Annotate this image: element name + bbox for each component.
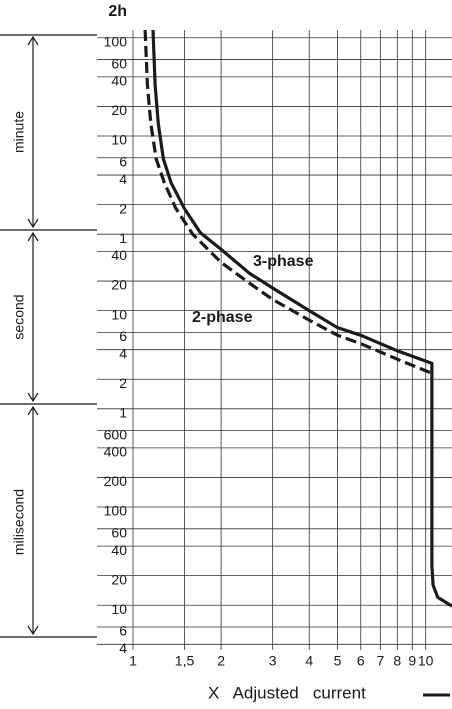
y-tick-label: 2 <box>119 200 127 216</box>
y-tick-label: 20 <box>111 102 127 118</box>
y-tick-label: 10 <box>111 306 127 322</box>
y-tick-label: 4 <box>119 640 127 656</box>
y-tick-label: 10 <box>111 132 127 148</box>
section-label: second <box>11 294 27 339</box>
curve <box>151 29 452 608</box>
y-tick-label: 20 <box>111 571 127 587</box>
x-tick-label: 6 <box>357 653 365 669</box>
x-tick-label: 8 <box>393 653 401 669</box>
x-tick-label: 2 <box>217 653 225 669</box>
x-tick-label: 3 <box>269 653 277 669</box>
y-tick-label: 20 <box>111 277 127 293</box>
section-label: minute <box>11 111 27 153</box>
y-tick-label: 6 <box>119 623 127 639</box>
x-tick-label: 1,5 <box>175 653 195 669</box>
y-tick-label: 60 <box>111 525 127 541</box>
x-tick-label: 1 <box>129 653 137 669</box>
x-tick-label: 5 <box>334 653 342 669</box>
y-tick-label: 4 <box>119 171 127 187</box>
y-tick-label: 40 <box>111 542 127 558</box>
y-tick-label: 40 <box>111 247 127 263</box>
y-tick-label: 600 <box>104 426 128 442</box>
y-tick-label: 100 <box>104 503 128 519</box>
y-tick-label: 10 <box>111 601 127 617</box>
y-tick-label: 400 <box>104 444 128 460</box>
section-label: milisecond <box>11 489 27 555</box>
y-tick-label: 100 <box>104 33 128 49</box>
x-tick-label: 9 <box>408 653 416 669</box>
y-tick-label: 6 <box>119 153 127 169</box>
y-tick-label: 2 <box>119 375 127 391</box>
y-tick-label: 60 <box>111 55 127 71</box>
y-tick-label: 4 <box>119 345 127 361</box>
y-tick-label: 40 <box>111 73 127 89</box>
x-tick-label: 10 <box>418 653 434 669</box>
x-tick-label: 7 <box>376 653 384 669</box>
x-axis-label: X Adjusted current <box>208 683 366 702</box>
y-tick-label: 2h <box>108 3 127 20</box>
x-tick-label: 4 <box>305 653 313 669</box>
y-tick-label: 6 <box>119 328 127 344</box>
series-label: 3-phase <box>253 253 314 270</box>
y-tick-label: 1 <box>119 230 127 246</box>
y-tick-label: 1 <box>119 405 127 421</box>
section-markers <box>0 34 97 638</box>
arrow-heads <box>27 35 39 636</box>
curve <box>143 29 433 375</box>
series-label: 2-phase <box>192 309 253 326</box>
y-tick-label: 200 <box>104 473 128 489</box>
